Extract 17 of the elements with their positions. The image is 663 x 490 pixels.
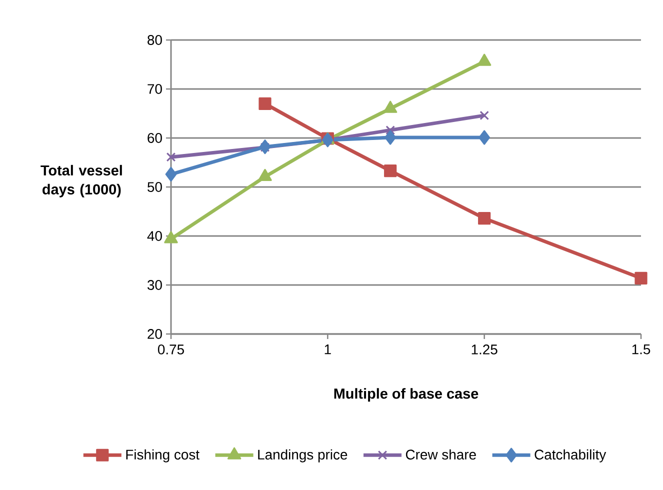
- y-tick-label: 40: [147, 231, 162, 241]
- x-axis-title: Multiple of base case: [334, 388, 478, 402]
- legend-label: Fishing cost: [126, 449, 200, 462]
- legend-label: Landings price: [258, 449, 348, 462]
- y-tick-label: 30: [147, 280, 162, 290]
- legend-label: Catchability: [534, 449, 606, 462]
- x-tick-label: 1.5: [632, 344, 650, 354]
- x-tick-label: 1.25: [472, 344, 498, 354]
- y-axis-title: Total vessel days (1000): [40, 164, 122, 198]
- y-tick-label: 80: [148, 35, 162, 45]
- y-tick-label: 20: [148, 329, 162, 339]
- x-tick-label: 1: [324, 344, 331, 354]
- y-tick-label: 60: [148, 133, 162, 143]
- legend-label: Crew share: [406, 449, 476, 460]
- x-tick-label: 0.75: [158, 344, 184, 354]
- y-tick-label: 50: [148, 182, 162, 192]
- y-tick-label: 70: [148, 84, 162, 94]
